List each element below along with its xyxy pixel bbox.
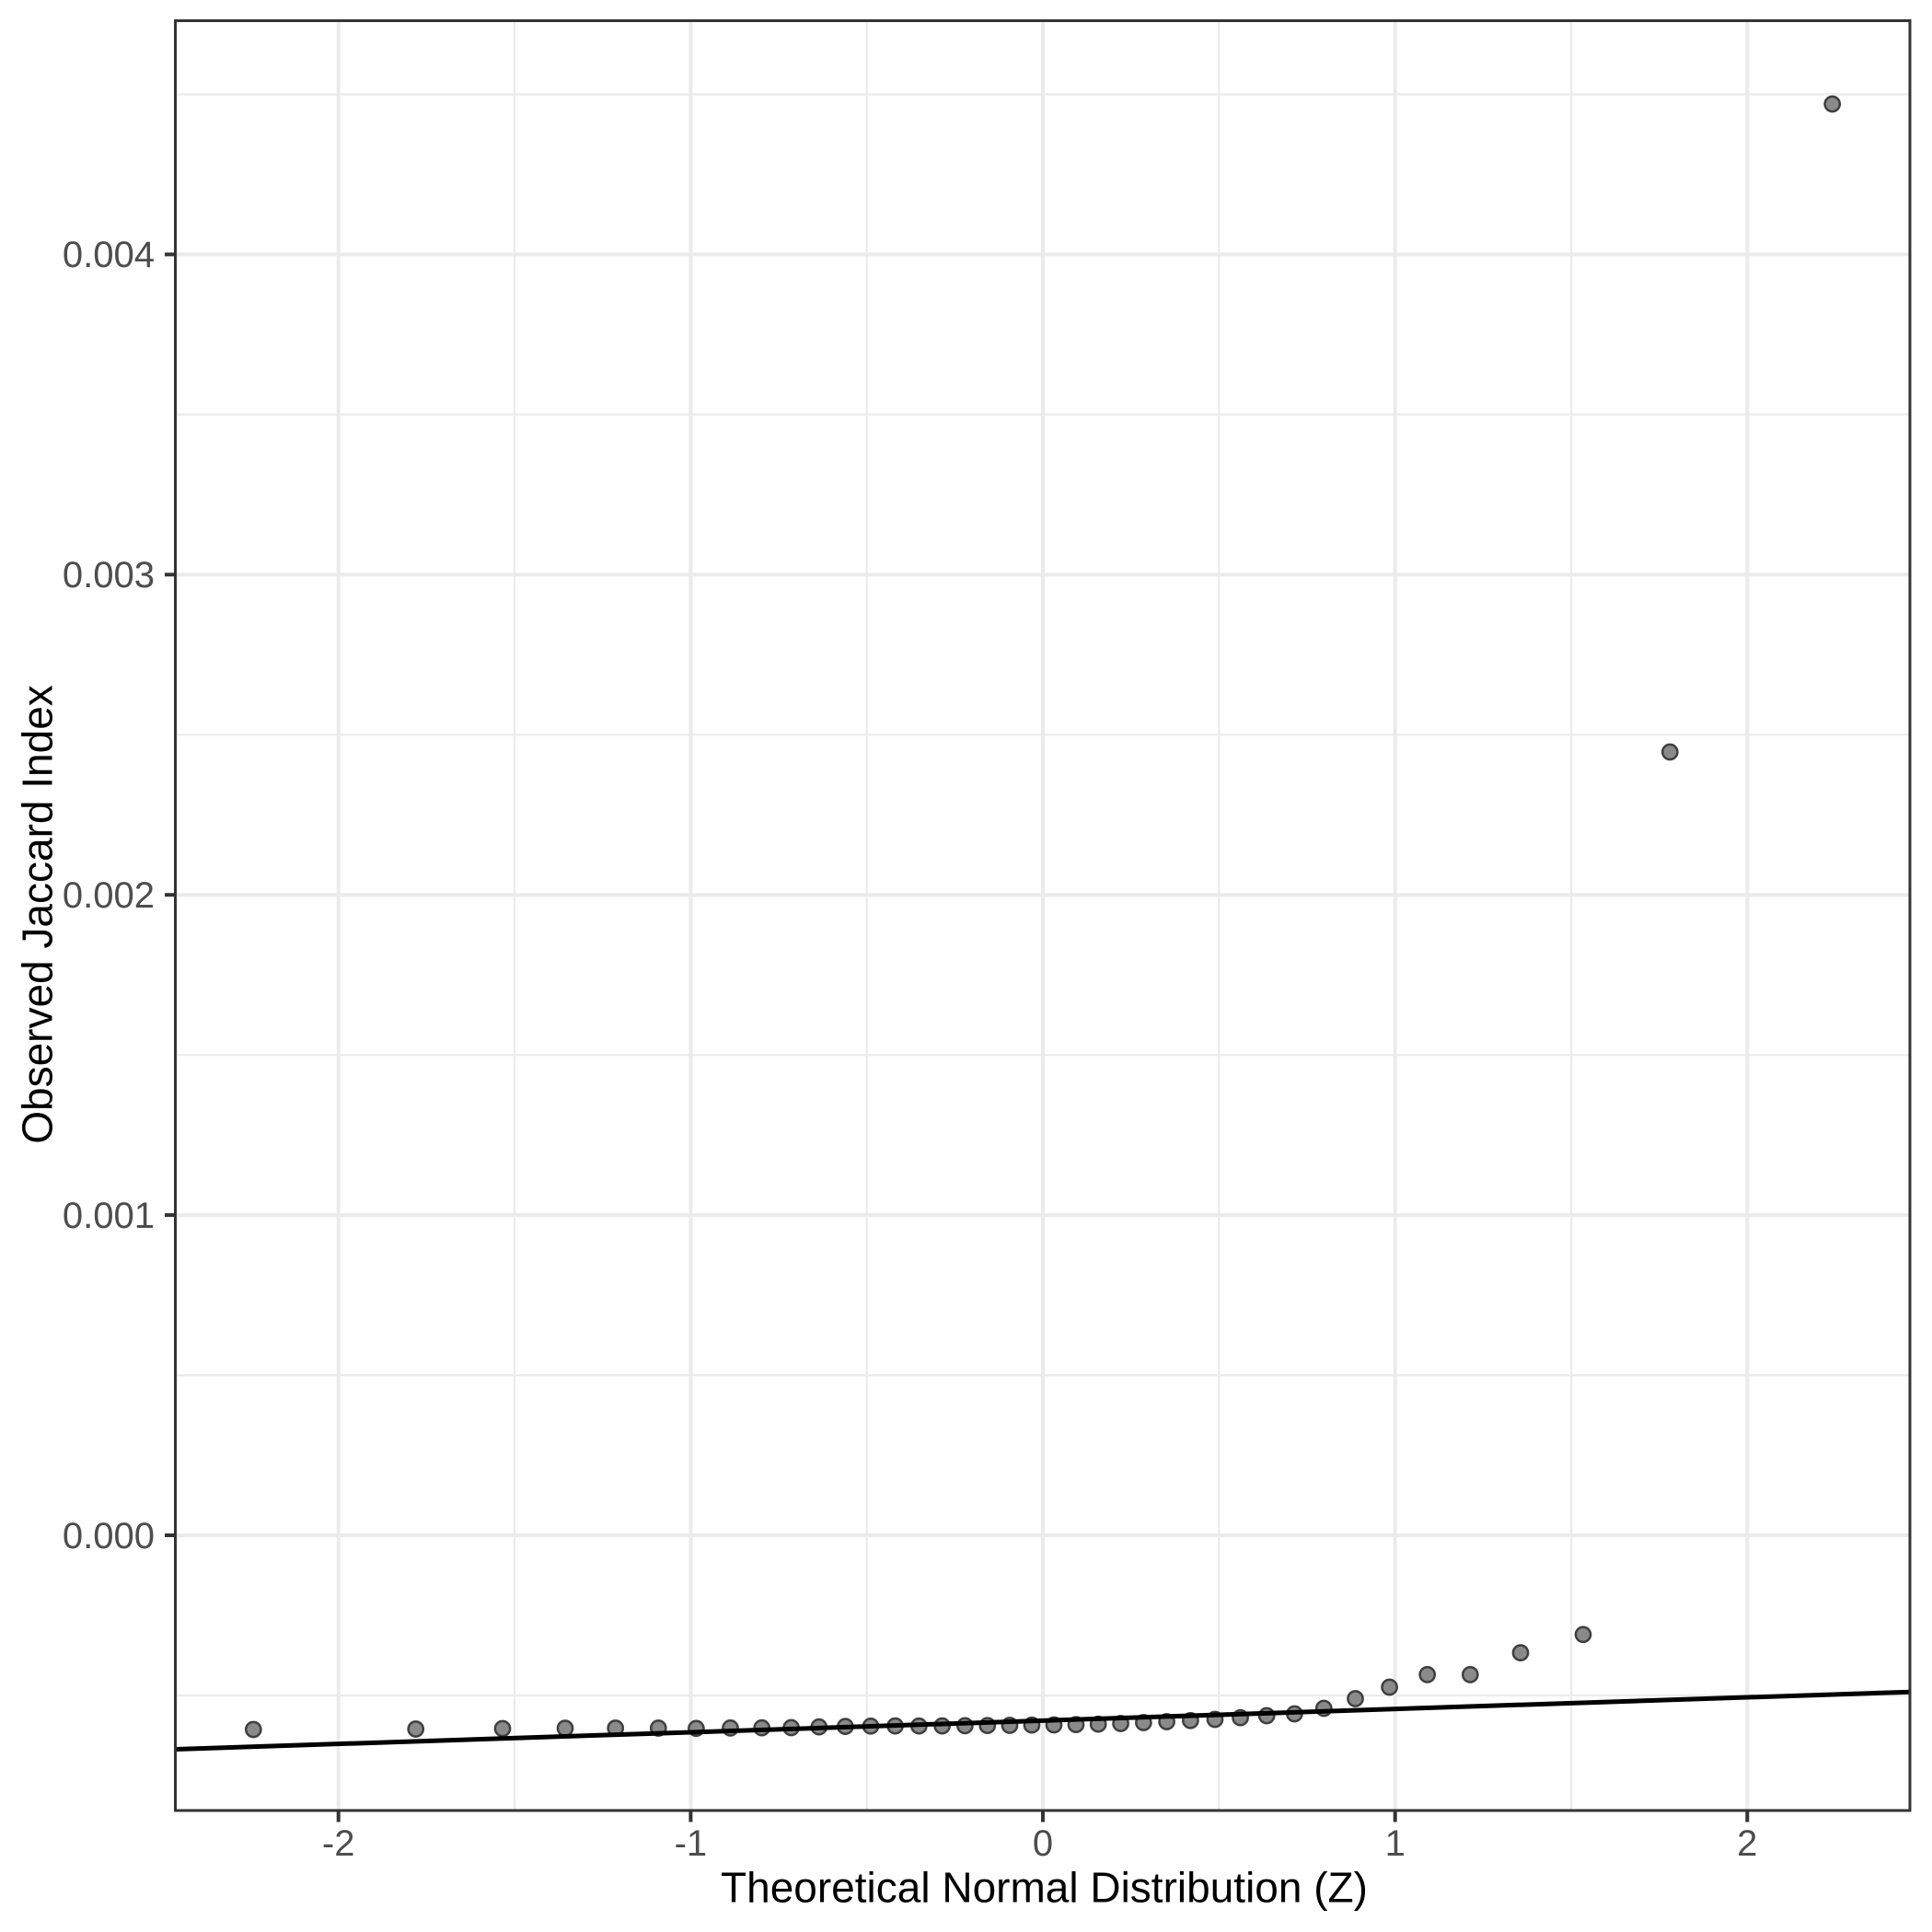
svg-text:-1: -1 — [675, 1823, 708, 1864]
svg-text:2: 2 — [1737, 1823, 1757, 1864]
svg-text:0.004: 0.004 — [63, 235, 155, 275]
svg-text:Observed Jaccard Index: Observed Jaccard Index — [14, 685, 62, 1144]
svg-text:1: 1 — [1385, 1823, 1406, 1864]
svg-text:Theoretical Normal Distributio: Theoretical Normal Distribution (Z) — [721, 1864, 1368, 1912]
svg-text:0: 0 — [1033, 1823, 1053, 1864]
svg-text:-2: -2 — [322, 1823, 355, 1864]
svg-text:0.002: 0.002 — [63, 875, 155, 916]
svg-text:0.000: 0.000 — [63, 1516, 155, 1556]
svg-text:0.003: 0.003 — [63, 555, 155, 596]
svg-text:0.001: 0.001 — [63, 1196, 155, 1236]
